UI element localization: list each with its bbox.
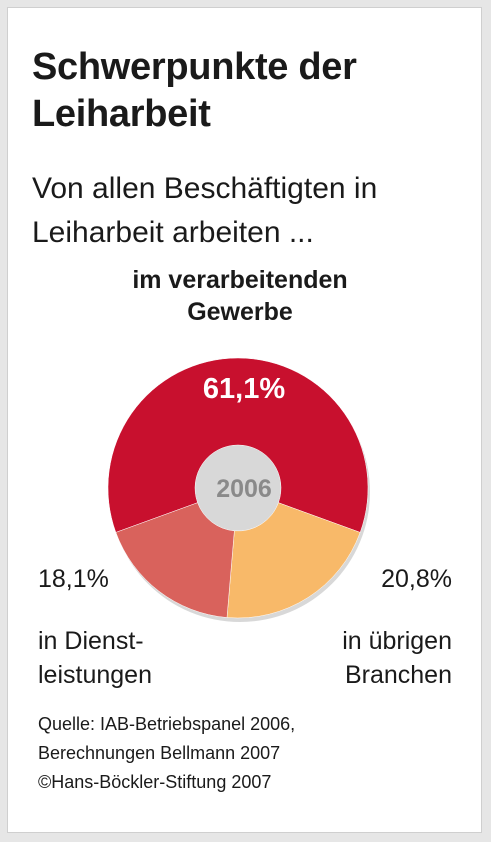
slice-label-other: in übrigen Branchen [250, 624, 452, 692]
chart-subtitle: Von allen Beschäftigten in Leiharbeit ar… [32, 167, 462, 255]
slice-label-services: in Dienst- leistungen [38, 624, 238, 692]
value-label-other: 20,8% [381, 565, 452, 593]
donut-slice-manufacturing [107, 357, 369, 533]
source-line: Quelle: IAB-Betriebspanel 2006, [38, 714, 296, 734]
title-line: Leiharbeit [32, 93, 211, 135]
donut-slice-other [226, 502, 361, 619]
slice-label-line: Branchen [344, 661, 452, 689]
value-label-services: 18,1% [38, 565, 109, 593]
subtitle-line: Von allen Beschäftigten in [32, 172, 378, 205]
subtitle-line: Leiharbeit arbeiten ... [32, 216, 314, 249]
title-line: Schwerpunkte der [32, 46, 357, 88]
source-line: ©Hans-Böckler-Stiftung 2007 [38, 772, 272, 792]
slice-label-line: leistungen [38, 661, 152, 689]
source-note: Quelle: IAB-Betriebspanel 2006, Berechnu… [38, 710, 458, 797]
center-year-label: 2006 [216, 475, 272, 503]
slice-label-line: Gewerbe [187, 298, 293, 326]
donut-slice-services [115, 502, 235, 618]
value-label-manufacturing: 61,1% [203, 373, 285, 405]
slice-label-line: in Dienst- [38, 627, 144, 655]
chart-title: Schwerpunkte der Leiharbeit [32, 44, 452, 138]
slice-label-line: im verarbeitenden [132, 266, 348, 294]
source-line: Berechnungen Bellmann 2007 [38, 743, 281, 763]
slice-label-line: in übrigen [342, 627, 452, 655]
slice-label-manufacturing: im verarbeitenden Gewerbe [80, 264, 400, 328]
